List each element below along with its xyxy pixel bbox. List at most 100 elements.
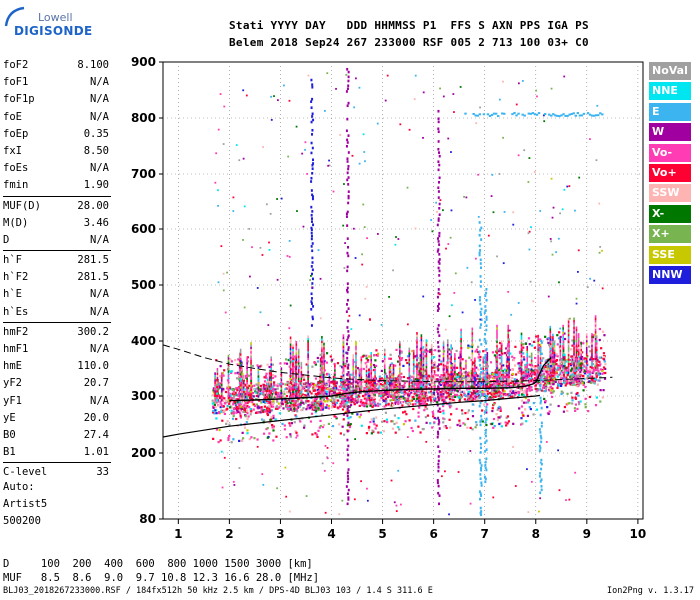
echo-point — [477, 356, 480, 359]
echo-point — [292, 344, 294, 347]
echo-point — [465, 364, 467, 367]
param-row: foF1p N/A — [3, 91, 111, 108]
echo-point — [450, 361, 452, 365]
echo-point — [524, 367, 527, 370]
echo-point — [442, 359, 445, 362]
param-row: h`F2 281.5 — [3, 269, 111, 286]
echo-point — [520, 393, 524, 396]
echo-point — [319, 397, 322, 400]
echo-point — [492, 426, 495, 429]
echo-point — [418, 362, 421, 365]
echo-point — [235, 411, 238, 414]
echo-point — [412, 385, 415, 388]
echo-point — [475, 390, 478, 393]
echo-point — [485, 423, 488, 427]
echo-point — [360, 365, 363, 368]
echo-point — [323, 342, 325, 346]
echo-point — [422, 345, 425, 349]
echo-point — [332, 358, 335, 361]
echo-point — [316, 360, 320, 363]
echo-point — [279, 362, 282, 365]
echo-point — [496, 327, 498, 330]
echo-point — [423, 409, 426, 412]
echo-point — [280, 391, 283, 395]
echo-point — [425, 367, 428, 371]
echo-point — [475, 423, 478, 427]
echo-point — [292, 350, 294, 354]
echo-point — [351, 412, 354, 415]
echo-point — [248, 386, 252, 390]
echo-point — [477, 377, 480, 381]
echo-point — [396, 377, 399, 380]
echo-point — [245, 406, 248, 410]
echo-point — [358, 404, 361, 407]
echo-point — [357, 398, 360, 401]
echo-point — [419, 371, 422, 375]
echo-point — [351, 397, 354, 401]
echo-point — [334, 387, 338, 390]
echo-point — [391, 398, 394, 401]
echo-point — [305, 363, 308, 366]
echo-point — [516, 386, 519, 389]
echo-point — [393, 394, 396, 397]
echo-point — [358, 376, 361, 379]
echo-point — [454, 377, 456, 380]
echo-point — [404, 397, 407, 400]
echo-point — [323, 380, 325, 383]
echo-point — [462, 385, 465, 388]
echo-point — [219, 399, 222, 402]
echo-point — [383, 353, 386, 356]
echo-point — [467, 344, 470, 347]
echo-point — [244, 376, 248, 380]
echo-point — [242, 386, 245, 389]
echo-point — [295, 361, 298, 364]
echo-point — [238, 374, 241, 378]
echo-point — [237, 407, 240, 410]
echo-point — [426, 377, 429, 381]
echo-point — [400, 386, 403, 389]
echo-point — [314, 361, 317, 365]
echo-point — [426, 399, 429, 402]
echo-point — [347, 399, 350, 403]
echo-point — [244, 384, 247, 387]
echo-point — [311, 401, 314, 404]
echo-point — [447, 377, 450, 380]
echo-point — [532, 413, 535, 416]
echo-point — [362, 404, 365, 407]
echo-point — [212, 409, 215, 413]
echo-point — [266, 396, 269, 399]
echo-point — [343, 381, 347, 384]
echo-point — [221, 399, 225, 402]
echo-point — [295, 390, 298, 393]
echo-point — [355, 385, 357, 388]
echo-point — [445, 379, 448, 383]
echo-point — [374, 379, 376, 383]
echo-point — [370, 356, 373, 359]
echo-point — [392, 391, 395, 395]
echo-point — [419, 363, 422, 366]
echo-point — [412, 356, 415, 359]
echo-point — [412, 397, 416, 401]
echo-point — [258, 393, 261, 396]
echo-point — [265, 392, 268, 395]
echo-point — [525, 369, 528, 372]
echo-point — [430, 392, 434, 395]
echo-point — [509, 379, 513, 382]
param-name: h`Es — [3, 305, 29, 318]
echo-point — [465, 359, 467, 363]
echo-point — [292, 346, 294, 350]
echo-point — [319, 353, 322, 357]
echo-point — [288, 398, 291, 402]
echo-point — [504, 394, 507, 397]
echo-point — [474, 366, 476, 369]
echo-point — [300, 392, 303, 396]
echo-point — [450, 346, 452, 350]
echo-point — [424, 400, 427, 403]
echo-point — [454, 359, 456, 363]
echo-point — [306, 405, 309, 408]
echo-point — [454, 355, 456, 358]
echo-point — [475, 421, 478, 424]
echo-point — [459, 372, 462, 376]
echo-point — [227, 392, 230, 395]
echo-point — [522, 391, 525, 394]
